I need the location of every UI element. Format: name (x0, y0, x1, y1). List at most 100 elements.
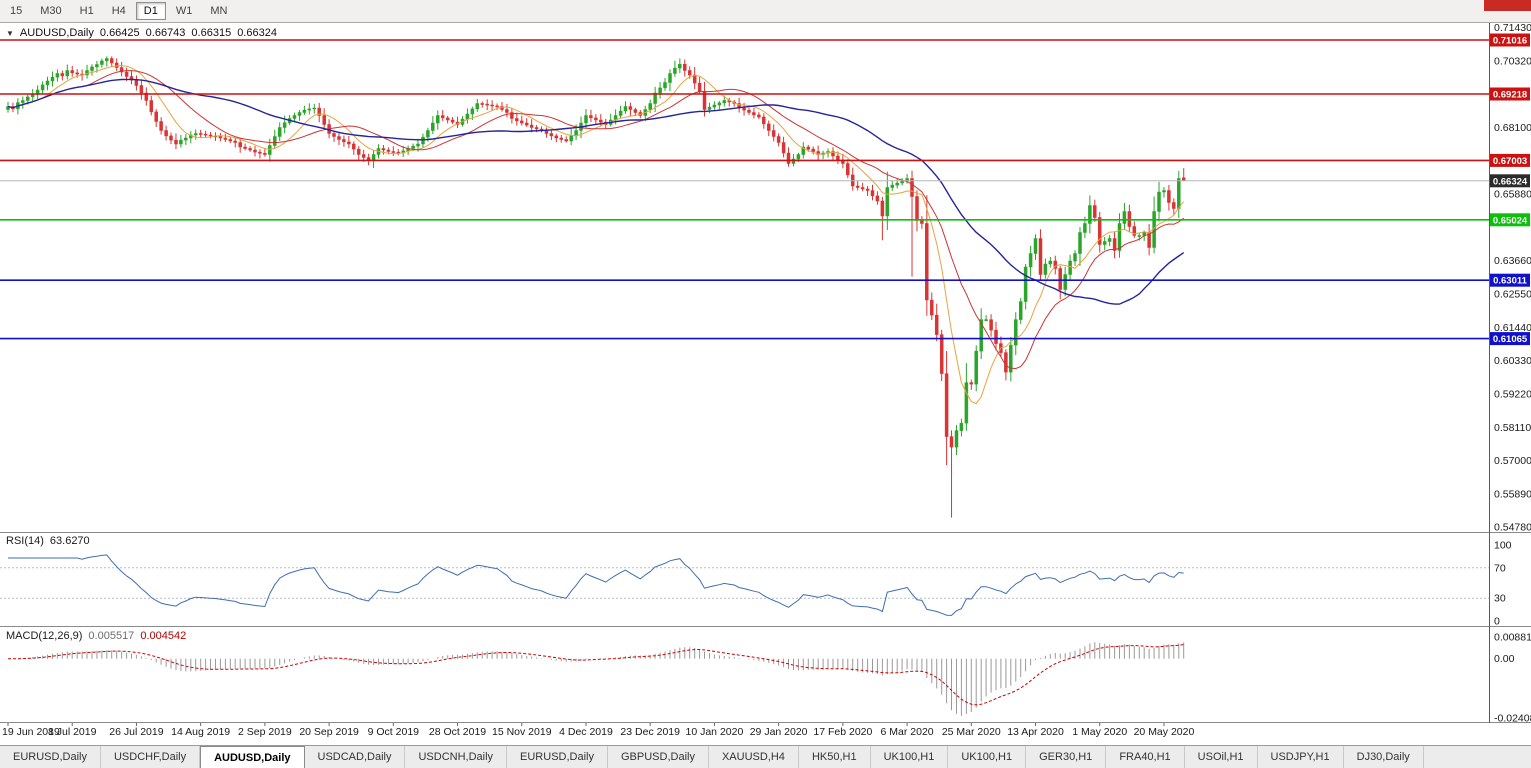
rsi-value: 63.6270 (49, 535, 90, 547)
svg-text:25 Mar 2020: 25 Mar 2020 (942, 726, 1001, 738)
svg-text:15 Nov 2019: 15 Nov 2019 (492, 726, 552, 738)
svg-text:0.71016: 0.71016 (1493, 36, 1527, 47)
svg-text:0.59220: 0.59220 (1494, 389, 1531, 401)
chart-tab-eurusd-daily[interactable]: EURUSD,Daily (0, 746, 101, 768)
chart-canvas[interactable]: 0.71430 0.70320 0.68100 0.65880 0.63660 0.625… (0, 23, 1531, 745)
macd-scale-0: 0.008815 (1494, 632, 1531, 644)
chart-tab-ger30-h1[interactable]: GER30,H1 (1026, 746, 1107, 768)
svg-text:0.61065: 0.61065 (1493, 334, 1528, 345)
timeframe-button-h4[interactable]: H4 (111, 5, 126, 17)
svg-text:17 Feb 2020: 17 Feb 2020 (813, 726, 872, 738)
chart-container: 0.71430 0.70320 0.68100 0.65880 0.63660 0.625… (0, 23, 1531, 745)
price-badge-0.63011: 0.63011 (1490, 273, 1530, 287)
moving-average-17 (7, 70, 1185, 370)
svg-text:0.63660: 0.63660 (1494, 255, 1531, 267)
svg-text:0.58110: 0.58110 (1494, 422, 1531, 434)
svg-text:20 Sep 2019: 20 Sep 2019 (299, 726, 359, 738)
rsi-name: RSI(14) (6, 535, 44, 547)
timeframe-button-h1[interactable]: H1 (79, 5, 94, 17)
macd-value-signal: 0.004542 (140, 630, 187, 642)
chart-tab-usdcad-daily[interactable]: USDCAD,Daily (305, 746, 406, 768)
timeframe-button-15[interactable]: 15 (10, 5, 23, 17)
svg-text:0.65024: 0.65024 (1493, 215, 1528, 226)
chart-tab-usoil-h1[interactable]: USOil,H1 (1185, 746, 1258, 768)
chart-title: ▼ AUDUSD,Daily 0.66425 0.66743 0.66315 0… (6, 27, 277, 39)
rsi-indicator-label: RSI(14) 63.6270 (6, 535, 90, 547)
chart-tab-eurusd-daily[interactable]: EURUSD,Daily (507, 746, 608, 768)
svg-text:0.69218: 0.69218 (1493, 90, 1527, 101)
svg-text:0.54780: 0.54780 (1494, 522, 1531, 534)
price-badge-0.61065: 0.61065 (1490, 332, 1530, 346)
svg-text:10 Jan 2020: 10 Jan 2020 (686, 726, 744, 738)
timeframe-button-w1[interactable]: W1 (175, 5, 193, 17)
chart-tab-usdcnh-daily[interactable]: USDCNH,Daily (405, 746, 508, 768)
macd-value-main: 0.005517 (88, 630, 135, 642)
svg-text:9 Oct 2019: 9 Oct 2019 (368, 726, 420, 738)
chart-tab-usdchf-daily[interactable]: USDCHF,Daily (101, 746, 201, 768)
svg-text:13 Apr 2020: 13 Apr 2020 (1007, 726, 1064, 738)
svg-text:1 May 2020: 1 May 2020 (1072, 726, 1127, 738)
candlestick-series (6, 56, 1186, 518)
bid-price-badge: 0.66324 (1490, 174, 1530, 188)
svg-text:19 Jun 2019: 19 Jun 2019 (2, 726, 60, 738)
ohlc-low: 0.66315 (191, 27, 232, 39)
svg-text:29 Jan 2020: 29 Jan 2020 (750, 726, 808, 738)
svg-text:2 Sep 2019: 2 Sep 2019 (238, 726, 292, 738)
chart-tab-usdjpy-h1[interactable]: USDJPY,H1 (1258, 746, 1344, 768)
svg-text:23 Dec 2019: 23 Dec 2019 (620, 726, 680, 738)
chart-tab-uk100-h1[interactable]: UK100,H1 (871, 746, 949, 768)
timeframe-button-d1[interactable]: D1 (135, 2, 166, 20)
svg-text:14 Aug 2019: 14 Aug 2019 (171, 726, 230, 738)
chart-tab-gbpusd-daily[interactable]: GBPUSD,Daily (608, 746, 709, 768)
svg-text:0.68100: 0.68100 (1494, 122, 1531, 134)
macd-scale-1: 0.00 (1494, 653, 1515, 665)
price-badge-0.71016: 0.71016 (1490, 33, 1530, 47)
svg-text:8 Jul 2019: 8 Jul 2019 (48, 726, 97, 738)
chart-symbol-label: AUDUSD,Daily (19, 27, 94, 39)
chart-tab-uk100-h1[interactable]: UK100,H1 (948, 746, 1027, 768)
svg-text:0.57000: 0.57000 (1494, 455, 1531, 467)
chart-tab-hk50-h1[interactable]: HK50,H1 (799, 746, 871, 768)
ohlc-close: 0.66324 (237, 27, 277, 39)
price-badge-0.67003: 0.67003 (1490, 153, 1530, 167)
chart-tab-xauusd-h4[interactable]: XAUUSD,H4 (709, 746, 799, 768)
timeframe-button-mn[interactable]: MN (210, 5, 228, 17)
svg-text:0.63011: 0.63011 (1493, 276, 1528, 287)
svg-text:0.61440: 0.61440 (1494, 322, 1531, 334)
svg-text:0.62550: 0.62550 (1494, 289, 1531, 301)
timeframe-toolbar: 15 M30 H1 H4 D1 W1 MN (0, 0, 1531, 23)
macd-indicator-label: MACD(12,26,9) 0.005517 0.004542 (6, 630, 186, 642)
svg-text:6 Mar 2020: 6 Mar 2020 (881, 726, 934, 738)
svg-text:20 May 2020: 20 May 2020 (1134, 726, 1195, 738)
svg-text:0.55890: 0.55890 (1494, 488, 1531, 500)
chart-tab-audusd-daily[interactable]: AUDUSD,Daily (200, 746, 305, 768)
svg-text:0.71430: 0.71430 (1494, 23, 1531, 34)
timeframe-button-m30[interactable]: M30 (40, 5, 62, 17)
svg-text:0.66324: 0.66324 (1493, 176, 1528, 187)
moving-average-8 (7, 64, 1185, 405)
toolbar-red-indicator (1484, 0, 1531, 11)
svg-text:0.65880: 0.65880 (1494, 189, 1531, 201)
ohlc-high: 0.66743 (145, 27, 186, 39)
rsi-scale-0: 0 (1494, 616, 1500, 628)
price-badge-0.65024: 0.65024 (1490, 213, 1530, 227)
price-badge-0.69218: 0.69218 (1490, 87, 1530, 101)
svg-text:26 Jul 2019: 26 Jul 2019 (109, 726, 163, 738)
chart-tab-bar: EURUSD,Daily USDCHF,Daily AUDUSD,Daily USDC… (0, 745, 1531, 768)
svg-text:28 Oct 2019: 28 Oct 2019 (429, 726, 486, 738)
chart-tab-dj30-daily[interactable]: DJ30,Daily (1344, 746, 1424, 768)
chart-tab-fra40-h1[interactable]: FRA40,H1 (1106, 746, 1185, 768)
symbol-dropdown-icon[interactable]: ▼ (6, 28, 14, 38)
svg-text:0.67003: 0.67003 (1493, 156, 1527, 167)
rsi-scale-100: 100 (1494, 540, 1512, 552)
rsi-line (8, 554, 1184, 616)
svg-text:0.60330: 0.60330 (1494, 355, 1531, 367)
svg-text:4 Dec 2019: 4 Dec 2019 (559, 726, 613, 738)
rsi-scale-70: 70 (1494, 562, 1506, 574)
moving-average-40 (7, 78, 1185, 305)
price-scale[interactable]: 0.71430 0.70320 0.68100 0.65880 0.63660 0.625… (1494, 23, 1531, 534)
macd-scale-2: -0.02408 (1494, 713, 1531, 725)
svg-text:0.70320: 0.70320 (1494, 55, 1531, 67)
